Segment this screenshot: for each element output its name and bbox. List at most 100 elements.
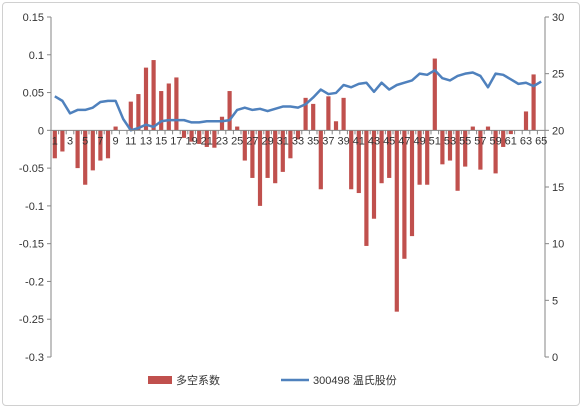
right-axis-tick-label: 30 xyxy=(552,12,564,24)
x-axis-tick-label: 61 xyxy=(505,135,517,147)
x-axis-tick-label: 55 xyxy=(459,135,471,147)
legend: 多空系数 300498 温氏股份 xyxy=(148,373,397,387)
bar-duokong xyxy=(235,126,240,131)
bar-duokong xyxy=(493,130,498,174)
bar-duokong xyxy=(440,130,445,165)
bar-duokong xyxy=(470,126,475,131)
bar-duokong xyxy=(204,130,209,147)
left-axis-tick-label: 0.1 xyxy=(29,50,44,62)
bar-duokong xyxy=(303,97,308,131)
bar-duokong xyxy=(288,130,293,159)
x-axis-tick-label: 9 xyxy=(113,135,119,147)
bar-duokong xyxy=(128,101,133,131)
chart-frame: 0.15 0.1 0.05 0 -0.05 -0.1 -0.15 -0.2 -0.25 -0.3 3… xyxy=(2,2,580,406)
left-axis-tick-label: -0.1 xyxy=(25,201,44,213)
bar-duokong xyxy=(181,130,187,138)
right-axis-tick-label: 10 xyxy=(552,239,564,251)
x-axis-tick-label: 49 xyxy=(413,135,425,147)
x-axis-tick-label: 37 xyxy=(322,135,334,147)
x-axis-tick-label: 19 xyxy=(185,135,197,147)
x-axis-tick-label: 65 xyxy=(535,135,547,147)
x-axis-tick-label: 57 xyxy=(474,135,486,147)
bar-duokong xyxy=(364,130,369,246)
bar-duokong xyxy=(311,103,316,131)
bar-duokong xyxy=(508,130,513,135)
bar-duokong xyxy=(219,116,225,131)
bar-duokong xyxy=(90,130,95,171)
x-axis-tick-label: 63 xyxy=(520,135,532,147)
left-axis-tick-label: -0.05 xyxy=(19,163,44,175)
bar-duokong xyxy=(341,97,346,131)
right-axis-tick-label: 5 xyxy=(552,295,558,307)
bar-duokong xyxy=(394,130,399,312)
x-axis-tick-label: 11 xyxy=(125,135,136,147)
left-axis-tick-label: -0.3 xyxy=(25,352,44,364)
x-axis-tick-label: 21 xyxy=(201,135,213,147)
left-axis-tick-label: 0 xyxy=(38,125,44,137)
x-axis-tick-label: 13 xyxy=(140,135,152,147)
left-axis-tick-label: 0.15 xyxy=(23,12,44,24)
x-axis-tick-label: 35 xyxy=(307,135,319,147)
chart-svg: 0.15 0.1 0.05 0 -0.05 -0.1 -0.15 -0.2 -0.25 -0.3 3… xyxy=(19,12,564,387)
bar-duokong xyxy=(105,130,111,159)
bar-duokong xyxy=(318,130,323,190)
bar-duokong xyxy=(151,60,156,131)
bar-duokong xyxy=(387,130,392,178)
plot-area xyxy=(52,58,542,312)
bar-duokong xyxy=(98,130,103,161)
bar-duokong xyxy=(356,130,361,194)
bar-duokong xyxy=(501,130,506,147)
x-axis-tick-label: 33 xyxy=(292,135,304,147)
x-axis-tick-label: 43 xyxy=(368,135,380,147)
bar-duokong xyxy=(463,130,468,167)
bar-duokong xyxy=(197,130,202,144)
legend-label-line: 300498 温氏股份 xyxy=(313,374,397,387)
bar-duokong xyxy=(349,130,354,190)
bar-duokong xyxy=(326,96,331,131)
bar-duokong xyxy=(212,130,217,148)
axes: 0.15 0.1 0.05 0 -0.05 -0.1 -0.15 -0.2 -0.25 -0.3 3… xyxy=(19,12,564,364)
x-axis-tick-label: 51 xyxy=(429,135,441,147)
bar-duokong xyxy=(295,130,301,140)
bar-duokong xyxy=(478,130,483,170)
x-axis-tick-label: 39 xyxy=(337,135,349,147)
x-axis-tick-label: 29 xyxy=(261,135,273,147)
x-axis-tick-label: 1 xyxy=(52,135,58,147)
x-axis-tick-label: 27 xyxy=(246,135,258,147)
bar-duokong xyxy=(273,130,278,184)
bar-duokong xyxy=(280,130,285,172)
bar-duokong xyxy=(447,130,453,161)
line-300498 xyxy=(54,69,542,132)
x-axis-tick-label: 7 xyxy=(97,135,103,147)
x-axis-tick-label: 47 xyxy=(398,135,410,147)
bar-duokong xyxy=(432,58,437,131)
x-axis-tick-label: 5 xyxy=(82,135,88,147)
bar-duokong xyxy=(227,91,232,131)
x-axis-tick-label: 23 xyxy=(216,135,228,147)
left-axis-tick-label: -0.15 xyxy=(19,239,44,251)
bar-duokong xyxy=(166,83,171,131)
legend-label-bar: 多空系数 xyxy=(176,373,220,387)
left-axis-tick-label: -0.25 xyxy=(19,314,44,326)
x-axis-tick-label: 3 xyxy=(67,135,73,147)
bar-duokong xyxy=(250,130,255,178)
bar-duokong xyxy=(174,77,179,131)
bar-duokong xyxy=(333,121,339,131)
x-axis-tick-label: 17 xyxy=(170,135,182,147)
bar-duokong xyxy=(136,94,141,131)
bar-duokong xyxy=(113,126,118,131)
x-axis-tick-label: 31 xyxy=(277,135,289,147)
bar-duokong xyxy=(83,130,88,185)
right-axis-tick-label: 25 xyxy=(552,69,564,81)
x-axis-tick-label: 45 xyxy=(383,135,395,147)
bar-duokong xyxy=(52,130,57,159)
x-axis-tick-label: 25 xyxy=(231,135,243,147)
bar-duokong xyxy=(189,130,194,142)
bar-duokong xyxy=(60,130,65,152)
x-axis-tick-label: 41 xyxy=(353,135,365,147)
bar-duokong xyxy=(455,130,460,191)
bar-duokong xyxy=(159,91,164,131)
legend-swatch-bar xyxy=(148,376,172,384)
bar-duokong xyxy=(425,130,430,185)
bar-duokong xyxy=(409,130,415,237)
